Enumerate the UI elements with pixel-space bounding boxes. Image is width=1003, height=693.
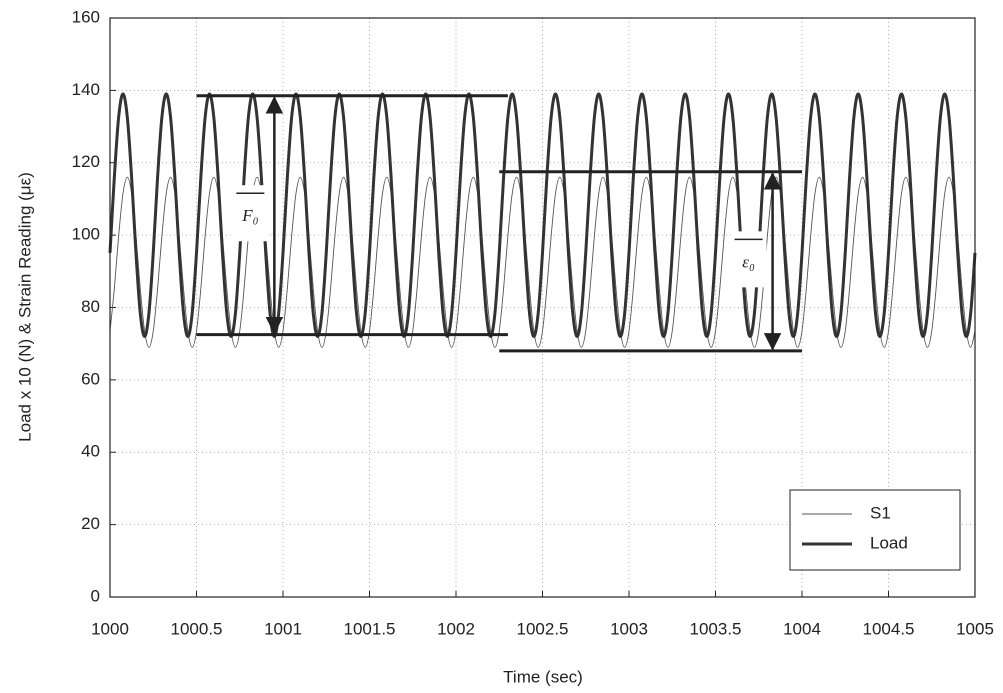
y-tick-label: 40: [81, 442, 100, 461]
legend-box: [789, 489, 961, 571]
y-tick-label: 20: [81, 514, 100, 533]
y-tick-label: 80: [81, 297, 100, 316]
x-tick-label: 1004: [783, 619, 821, 638]
legend: S1 Load: [789, 489, 961, 571]
legend-label: Load: [870, 533, 908, 552]
x-tick-label: 1005: [956, 619, 994, 638]
x-tick-label: 1001: [264, 619, 302, 638]
x-tick-label: 1002.5: [517, 619, 569, 638]
annotation-label-bg: [232, 185, 269, 242]
annotation-label: ε₀: [742, 252, 755, 271]
y-tick-label: 60: [81, 369, 100, 388]
y-tick-label: 120: [72, 152, 100, 171]
x-tick-label: 1002: [437, 619, 475, 638]
x-tick-label: 1001.5: [344, 619, 396, 638]
y-axis-title: Load x 10 (N) & Strain Reading (με): [15, 172, 34, 442]
legend-label: S1: [870, 503, 891, 522]
y-tick-label: 0: [91, 586, 100, 605]
y-tick-label: 140: [72, 80, 100, 99]
annotation-label-bg: [730, 231, 767, 288]
x-axis-title: Time (sec): [503, 667, 583, 686]
x-tick-label: 1000: [91, 619, 129, 638]
y-tick-label: 160: [72, 7, 100, 26]
x-tick-label: 1000.5: [171, 619, 223, 638]
y-tick-label: 100: [72, 225, 100, 244]
annotation-label: F₀: [241, 206, 258, 225]
x-tick-label: 1003: [610, 619, 648, 638]
plot-frame: [109, 17, 976, 598]
x-tick-label: 1003.5: [690, 619, 742, 638]
x-tick-label: 1004.5: [863, 619, 915, 638]
